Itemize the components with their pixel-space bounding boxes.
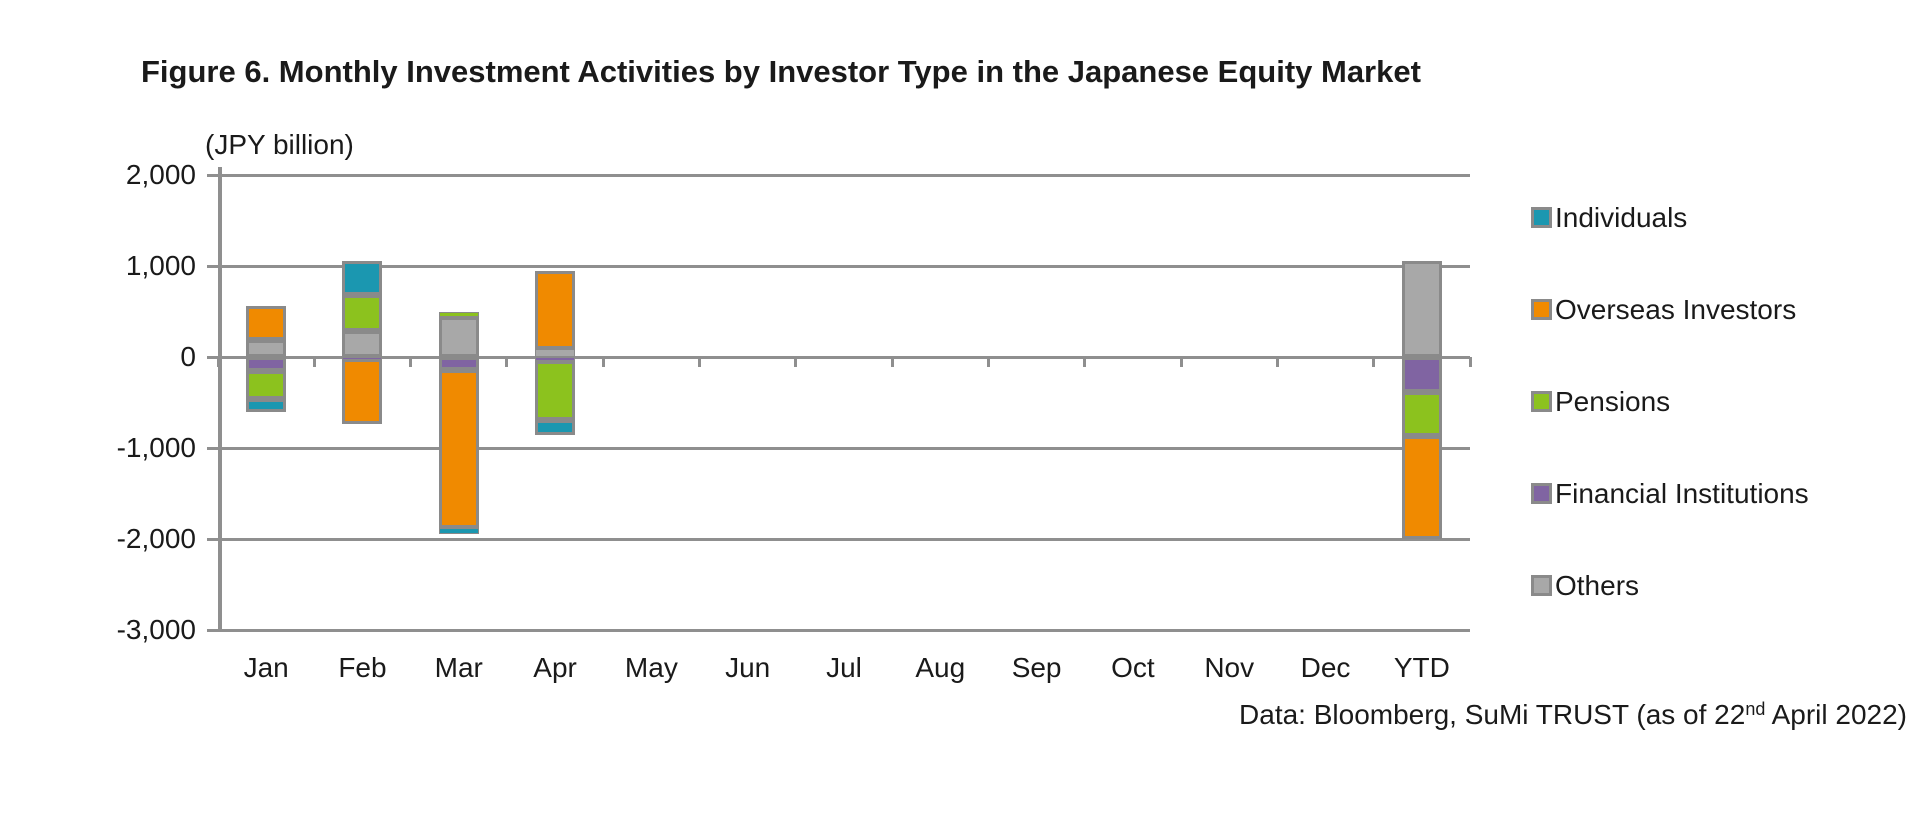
bar-segment-ytd-financial-institutions [1401, 357, 1442, 392]
bar-segment-apr-financial-institutions [535, 357, 576, 361]
footer-superscript: nd [1745, 699, 1766, 719]
x-axis-tick [216, 357, 220, 367]
bar-segment-mar-overseas-investors [438, 369, 479, 528]
x-axis-tick [1372, 357, 1376, 367]
y-axis-tick-label: 0 [180, 341, 196, 372]
gridline-1000 [218, 264, 1470, 268]
x-axis-tick [1179, 357, 1183, 367]
gridline--3000 [218, 628, 1470, 632]
bar-segment-apr-individuals [535, 419, 576, 435]
y-axis-tick-label: 1,000 [125, 250, 196, 281]
x-axis-label-jul: Jul [826, 652, 862, 683]
bar-segment-mar-individuals [438, 527, 479, 535]
y-axis-tick [207, 264, 218, 268]
y-axis-tick-label: -2,000 [116, 523, 196, 554]
x-axis-label-jan: Jan [243, 652, 289, 683]
chart-title: Figure 6. Monthly Investment Activities … [141, 54, 1421, 89]
pensions-swatch-icon [1531, 391, 1552, 412]
x-axis-label-oct: Oct [1111, 652, 1155, 683]
gridline-0 [218, 355, 1470, 359]
x-axis-label-may: May [624, 652, 678, 683]
axis-unit-label: (JPY billion) [205, 129, 354, 160]
y-axis-tick [207, 173, 218, 177]
bar-segment-jan-overseas-investors [246, 306, 287, 340]
bar-segment-mar-pensions [438, 312, 479, 317]
bar-segment-feb-pensions [342, 295, 383, 331]
x-axis-label-ytd: YTD [1393, 652, 1450, 683]
y-axis-tick-label: -3,000 [116, 614, 196, 645]
y-axis-tick [207, 355, 218, 359]
x-axis-tick [890, 357, 894, 367]
bar-segment-ytd-overseas-investors [1401, 436, 1442, 539]
x-axis-tick [312, 357, 316, 367]
y-axis-tick-label: 2,000 [125, 159, 196, 190]
legend-label: Others [1555, 570, 1640, 601]
x-axis-label-jun: Jun [725, 652, 771, 683]
x-axis-tick [1083, 357, 1087, 367]
x-axis-label-dec: Dec [1300, 652, 1351, 683]
gridline--1000 [218, 446, 1470, 450]
legend-item-others: Others [1531, 568, 1639, 604]
x-axis-label-mar: Mar [434, 652, 483, 683]
others-swatch-icon [1531, 575, 1552, 596]
bar-segment-mar-financial-institutions [438, 357, 479, 370]
bar-segment-ytd-others [1401, 261, 1442, 357]
footer-text: April 2022) [1765, 699, 1907, 730]
bar-segment-jan-pensions [246, 370, 287, 399]
financial-institutions-swatch-icon [1531, 483, 1552, 504]
legend-item-individuals: Individuals [1531, 200, 1687, 236]
bar-segment-feb-others [342, 330, 383, 357]
legend-item-overseas-investors: Overseas Investors [1531, 292, 1796, 328]
x-axis-label-nov: Nov [1204, 652, 1255, 683]
x-axis-label-feb: Feb [338, 652, 387, 683]
y-axis-tick [207, 446, 218, 450]
x-axis-tick [1468, 357, 1472, 367]
bar-segment-feb-overseas-investors [342, 359, 383, 424]
y-axis-tick [207, 537, 218, 541]
x-axis-label-sep: Sep [1011, 652, 1062, 683]
y-axis-line [218, 167, 222, 632]
x-axis-tick [698, 357, 702, 367]
gridline--2000 [218, 537, 1470, 541]
legend-label: Overseas Investors [1555, 294, 1797, 325]
x-axis-tick [986, 357, 990, 367]
bar-segment-apr-overseas-investors [535, 271, 576, 349]
bar-segment-apr-pensions [535, 360, 576, 420]
x-axis-label-apr: Apr [533, 652, 577, 683]
data-source-note: Data: Bloomberg, SuMi TRUST (as of 22nd … [1239, 691, 1907, 733]
x-axis-label-aug: Aug [915, 652, 966, 683]
bar-segment-jan-financial-institutions [246, 357, 287, 371]
bar-segment-jan-others [246, 339, 287, 357]
x-axis-tick [601, 357, 605, 367]
bar-segment-ytd-pensions [1401, 391, 1442, 437]
legend-label: Financial Institutions [1555, 478, 1809, 509]
x-axis-tick [409, 357, 413, 367]
bar-segment-apr-others [535, 348, 576, 357]
legend-item-pensions: Pensions [1531, 384, 1670, 420]
x-axis-tick [505, 357, 509, 367]
x-axis-tick [1275, 357, 1279, 367]
individuals-swatch-icon [1531, 207, 1552, 228]
legend-label: Individuals [1555, 202, 1688, 233]
gridline-2000 [218, 173, 1470, 177]
legend-label: Pensions [1555, 386, 1671, 417]
overseas-investors-swatch-icon [1531, 299, 1552, 320]
bar-segment-mar-others [438, 316, 479, 357]
y-axis-tick [207, 628, 218, 632]
bar-segment-feb-individuals [342, 260, 383, 296]
legend-item-financial-institutions: Financial Institutions [1531, 476, 1809, 512]
bar-segment-jan-individuals [246, 398, 287, 412]
footer-text: Data: Bloomberg, SuMi TRUST (as of 22 [1239, 699, 1746, 730]
x-axis-tick [794, 357, 798, 367]
y-axis-tick-label: -1,000 [116, 432, 196, 463]
